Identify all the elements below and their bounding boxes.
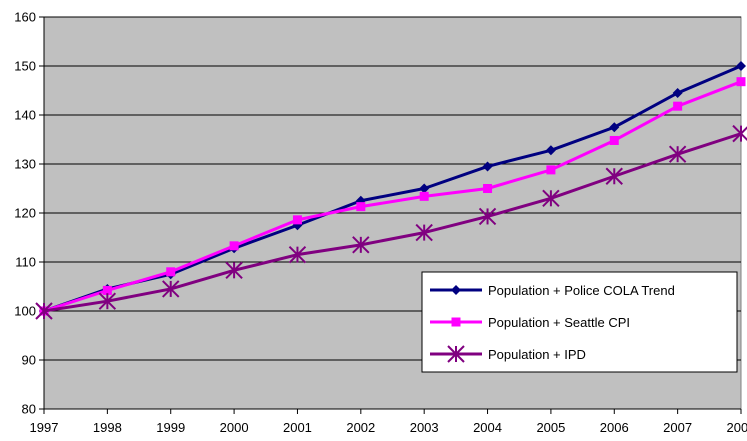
data-point bbox=[451, 317, 461, 327]
data-point bbox=[451, 285, 461, 295]
legend-label: Population + Police COLA Trend bbox=[488, 283, 675, 298]
y-tick-label: 140 bbox=[14, 108, 36, 123]
y-tick-label: 120 bbox=[14, 206, 36, 221]
y-tick-label: 80 bbox=[22, 402, 36, 417]
legend-item: Population + IPD bbox=[430, 345, 586, 363]
legend-item: Population + Police COLA Trend bbox=[430, 283, 675, 298]
x-tick-label: 2000 bbox=[220, 420, 249, 435]
x-tick-label: 1999 bbox=[156, 420, 185, 435]
data-point bbox=[673, 101, 683, 111]
x-tick-label: 2008 bbox=[727, 420, 747, 435]
data-point bbox=[166, 267, 176, 277]
data-point bbox=[292, 215, 302, 225]
data-point bbox=[102, 285, 112, 295]
data-point bbox=[609, 135, 619, 145]
data-point bbox=[415, 223, 433, 242]
data-point bbox=[478, 207, 497, 226]
data-point bbox=[483, 184, 493, 193]
data-point bbox=[419, 183, 430, 194]
data-point bbox=[288, 245, 307, 264]
series-line bbox=[43, 64, 742, 313]
y-tick-label: 110 bbox=[15, 255, 36, 270]
x-tick-label: 2007 bbox=[663, 420, 692, 435]
data-point bbox=[732, 124, 747, 143]
y-tick-label: 100 bbox=[14, 304, 36, 319]
y-tick-labels: 80 90 100 110 120 130 140 150 160 bbox=[14, 10, 36, 417]
x-tick-label: 1998 bbox=[93, 420, 122, 435]
x-tick-labels: 1997 1998 1999 2000 2001 2002 2003 2004 2005 2006… bbox=[30, 409, 747, 435]
legend-label: Population + Seattle CPI bbox=[488, 315, 630, 330]
legend-item: Population + Seattle CPI bbox=[430, 315, 630, 330]
data-point bbox=[35, 302, 53, 320]
data-point bbox=[545, 145, 556, 156]
data-point bbox=[672, 87, 683, 98]
y-tick-label: 130 bbox=[14, 157, 36, 172]
series-line bbox=[43, 132, 742, 313]
series-line bbox=[43, 80, 742, 313]
data-point bbox=[352, 236, 370, 254]
data-point bbox=[546, 165, 556, 175]
data-point bbox=[225, 261, 243, 280]
x-tick-label: 2003 bbox=[410, 420, 439, 435]
data-point bbox=[736, 61, 746, 71]
x-tick-label: 2001 bbox=[283, 420, 312, 435]
series-3 bbox=[35, 124, 747, 320]
x-tick-label: 1997 bbox=[30, 420, 59, 435]
data-point bbox=[736, 77, 746, 87]
data-point bbox=[482, 161, 493, 172]
legend: Population + Police COLA Trend Population… bbox=[421, 271, 738, 373]
data-point bbox=[447, 345, 465, 363]
legend-label: Population + IPD bbox=[488, 347, 586, 362]
x-tick-label: 2005 bbox=[536, 420, 565, 435]
data-point bbox=[605, 167, 623, 185]
x-tick-label: 2004 bbox=[473, 420, 502, 435]
data-point bbox=[419, 191, 429, 201]
data-point bbox=[356, 202, 366, 212]
y-tick-label: 150 bbox=[14, 59, 36, 74]
data-point bbox=[162, 280, 180, 298]
data-point bbox=[98, 292, 117, 310]
axes bbox=[43, 17, 741, 410]
data-point bbox=[229, 241, 239, 251]
x-tick-label: 2002 bbox=[346, 420, 375, 435]
series-group bbox=[35, 61, 747, 320]
data-point bbox=[542, 189, 560, 208]
y-tick-label: 90 bbox=[22, 353, 36, 368]
data-point bbox=[668, 145, 687, 163]
y-tick-label: 160 bbox=[14, 10, 36, 25]
x-tick-label: 2006 bbox=[600, 420, 629, 435]
data-point bbox=[609, 122, 620, 133]
